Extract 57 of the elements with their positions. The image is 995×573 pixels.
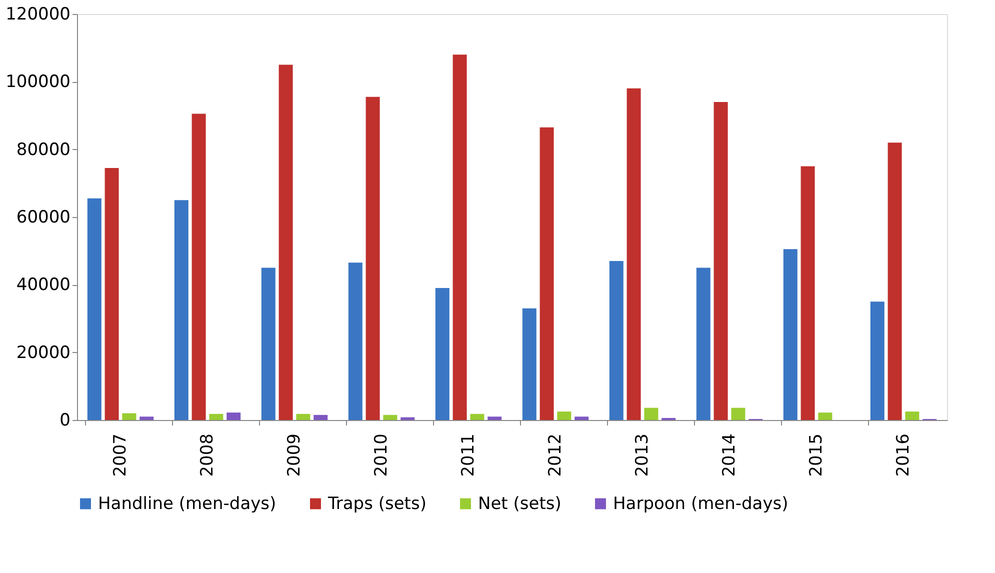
bar <box>609 260 624 420</box>
bar <box>905 412 920 420</box>
bar <box>522 308 536 420</box>
y-tick-label: 60000 <box>16 208 70 228</box>
bar <box>696 268 710 420</box>
bar <box>122 413 136 420</box>
bar <box>470 414 484 420</box>
x-tick-label: 2012 <box>546 434 566 477</box>
bar <box>209 414 224 420</box>
bar <box>800 166 815 420</box>
bar <box>626 88 641 420</box>
bar <box>644 408 658 420</box>
bar <box>557 412 572 420</box>
bar <box>783 249 798 420</box>
x-tick-label: 2007 <box>110 434 130 477</box>
bar <box>870 302 884 420</box>
bar <box>574 416 589 420</box>
bar <box>278 64 293 420</box>
y-tick-label: 0 <box>60 410 70 430</box>
bar <box>383 414 398 420</box>
x-tick-label: 2011 <box>458 434 478 477</box>
bar <box>366 96 380 420</box>
bar <box>314 414 328 420</box>
bar <box>888 142 902 420</box>
y-tick-label: 80000 <box>16 140 70 160</box>
bar <box>435 288 450 420</box>
y-tick-label: 40000 <box>16 275 70 296</box>
x-tick-label: 2010 <box>372 434 392 477</box>
y-tick-label: 120000 <box>6 4 70 24</box>
bar <box>731 408 746 420</box>
legend-label: Harpoon (men-days) <box>613 494 788 514</box>
y-tick-label: 20000 <box>16 342 70 363</box>
bar <box>540 127 554 420</box>
bar <box>818 412 832 420</box>
x-tick-label: 2014 <box>720 434 740 477</box>
bar <box>452 54 467 420</box>
y-tick-label: 100000 <box>6 72 70 92</box>
x-tick-label: 2008 <box>198 434 218 477</box>
legend-label: Traps (sets) <box>327 494 426 514</box>
bar <box>174 200 188 420</box>
x-tick-label: 2013 <box>632 434 652 477</box>
bar <box>226 412 241 420</box>
bar <box>261 268 276 420</box>
x-tick-label: 2016 <box>894 434 914 477</box>
bar <box>140 416 154 420</box>
bar <box>348 262 362 420</box>
legend-label: Net (sets) <box>478 494 562 514</box>
x-tick-label: 2009 <box>284 434 304 477</box>
bar <box>104 168 119 420</box>
bar <box>192 114 206 420</box>
legend-label: Handline (men-days) <box>98 494 276 514</box>
bar <box>296 414 310 420</box>
x-tick-label: 2015 <box>806 434 826 477</box>
bar <box>87 198 102 420</box>
bar <box>400 417 415 420</box>
bar <box>488 416 502 420</box>
bar <box>714 102 728 420</box>
